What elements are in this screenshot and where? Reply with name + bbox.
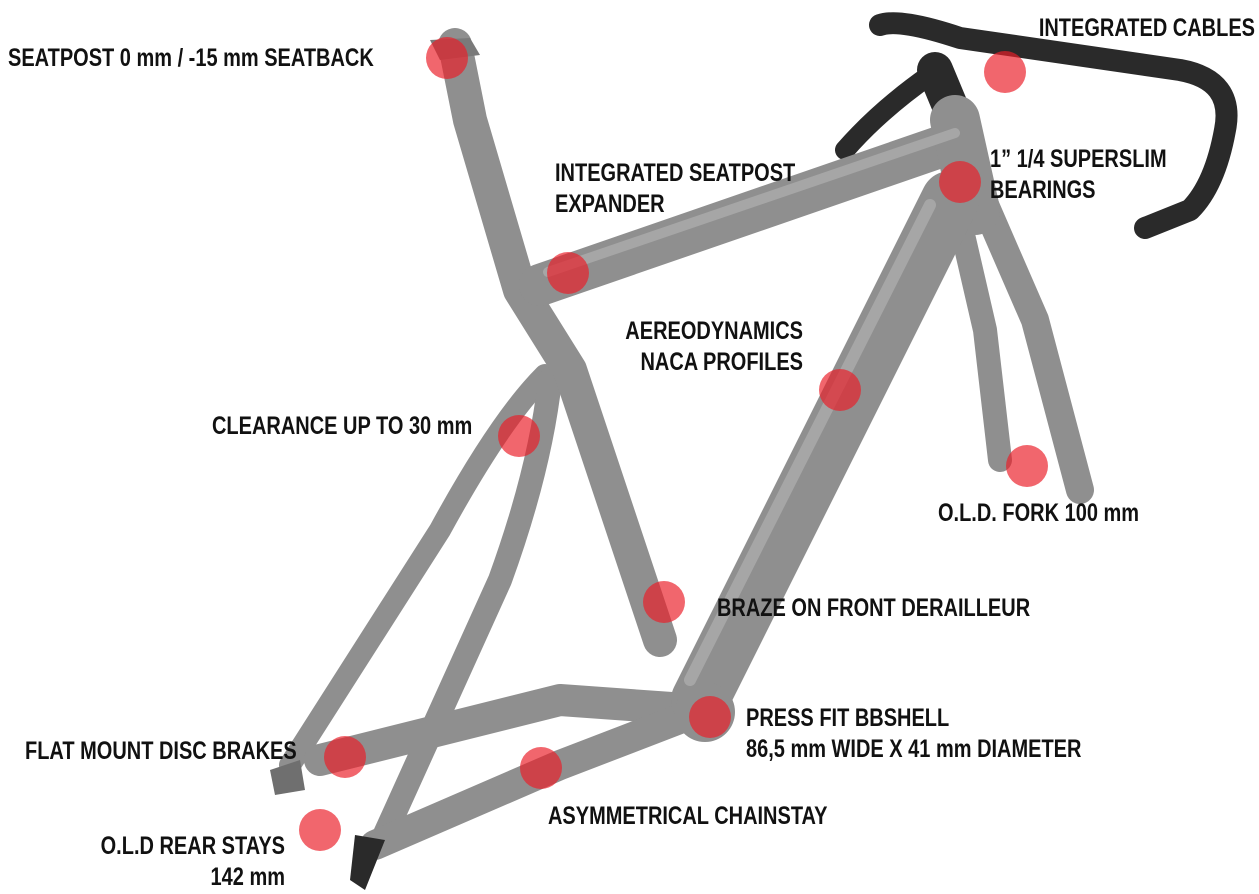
frame-diagram: SEATPOST 0 mm / -15 mm SEATBACK INTEGRATE… [0, 0, 1259, 894]
annotation-label: 86,5 mm WIDE X 41 mm DIAMETER [746, 735, 1081, 763]
hotspot [819, 369, 861, 411]
annotation-label: BEARINGS [990, 176, 1096, 204]
hotspot [939, 161, 981, 203]
annotation-label: O.L.D. FORK 100 mm [938, 499, 1139, 527]
annotation-label: SEATPOST 0 mm / -15 mm SEATBACK [8, 44, 374, 72]
annotation-label: 142 mm [211, 863, 285, 891]
rear-dropout-right [350, 835, 385, 890]
annotation-label: CLEARANCE UP TO 30 mm [212, 412, 472, 440]
annotation-label: INTEGRATED CABLES [1039, 14, 1255, 42]
annotation-label: PRESS FIT BBSHELL [746, 704, 949, 732]
hotspot [643, 581, 685, 623]
hotspot [324, 736, 366, 778]
annotation-label: BRAZE ON FRONT DERAILLEUR [717, 594, 1030, 622]
annotation-label: EXPANDER [555, 190, 665, 218]
hotspot [1006, 445, 1048, 487]
rear-dropout-left [270, 760, 305, 795]
annotation-label: INTEGRATED SEATPOST [555, 159, 795, 187]
annotation-label: NACA PROFILES [640, 348, 803, 376]
hotspot [426, 37, 468, 79]
hotspot [547, 252, 589, 294]
hotspot [299, 809, 341, 851]
down-tube [700, 200, 950, 700]
hotspot [689, 696, 731, 738]
annotation-label: O.L.D REAR STAYS [101, 832, 285, 860]
annotation-label: FLAT MOUNT DISC BRAKES [25, 737, 297, 765]
annotation-label: 1” 1/4 SUPERSLIM [990, 145, 1167, 173]
hotspot [984, 51, 1026, 93]
annotation-label: ASYMMETRICAL CHAINSTAY [548, 802, 827, 830]
annotation-label: AEREODYNAMICS [625, 317, 803, 345]
hotspot [520, 747, 562, 789]
hotspot [498, 415, 540, 457]
